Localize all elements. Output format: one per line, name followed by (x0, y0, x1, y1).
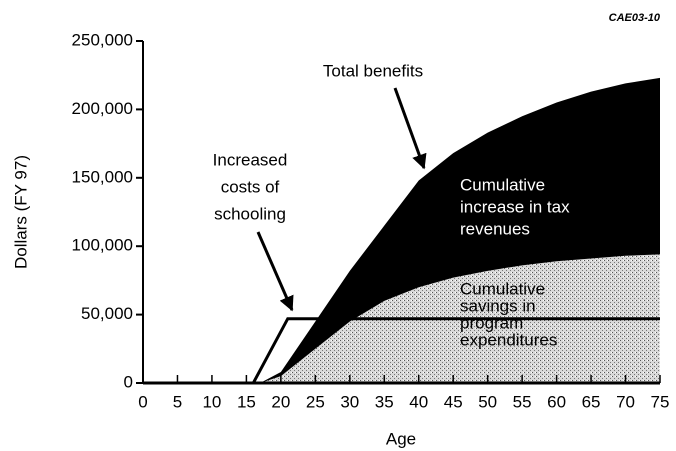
annotation: Total benefits (323, 61, 423, 80)
y-axis-label: Dollars (FY 97) (11, 155, 30, 269)
x-tick-label: 5 (173, 392, 182, 411)
x-tick-label: 0 (138, 392, 147, 411)
figure-code: CAE03-10 (609, 12, 661, 24)
y-tick-label: 200,000 (72, 99, 133, 118)
x-tick-label: 55 (513, 392, 532, 411)
x-tick-label: 45 (444, 392, 463, 411)
annotation: schooling (214, 204, 286, 223)
x-tick-label: 60 (547, 392, 566, 411)
arrow (256, 231, 294, 312)
x-tick-label: 35 (375, 392, 394, 411)
area (143, 77, 660, 383)
x-tick-label: 20 (271, 392, 290, 411)
annotation: Increased (213, 150, 288, 169)
x-tick-label: 75 (651, 392, 670, 411)
x-tick-label: 65 (582, 392, 601, 411)
x-axis-label: Age (386, 429, 416, 448)
x-tick-label: 15 (237, 392, 256, 411)
annotation: costs of (221, 177, 280, 196)
x-tick-label: 50 (478, 392, 497, 411)
annotation: program (460, 313, 523, 332)
annotation: revenues (460, 219, 530, 238)
annotation: increase in tax (460, 197, 570, 216)
y-tick-label: 100,000 (72, 236, 133, 255)
annotation: savings in (460, 296, 536, 315)
y-tick-label: 50,000 (81, 304, 133, 323)
x-tick-label: 10 (202, 392, 221, 411)
x-tick-label: 40 (409, 392, 428, 411)
y-tick-label: 0 (124, 372, 133, 391)
x-tick-label: 30 (340, 392, 359, 411)
annotation: Cumulative (460, 279, 545, 298)
annotation: expenditures (460, 330, 557, 349)
y-tick-label: 250,000 (72, 30, 133, 49)
y-tick-label: 150,000 (72, 167, 133, 186)
annotation: Cumulative (460, 175, 545, 194)
arrow (393, 87, 427, 170)
x-tick-label: 70 (616, 392, 635, 411)
x-tick-label: 25 (306, 392, 325, 411)
